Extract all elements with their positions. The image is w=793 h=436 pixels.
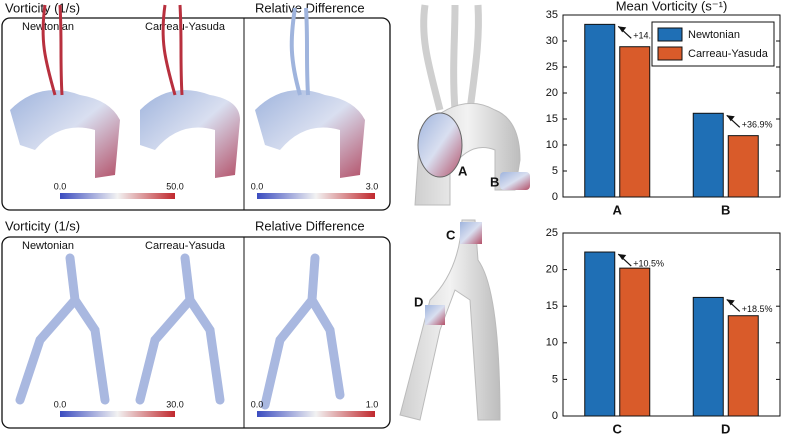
vessel bbox=[420, 4, 482, 111]
section bbox=[425, 305, 445, 325]
x-tick-label: D bbox=[721, 421, 730, 436]
colorbar-label: 3.0 bbox=[366, 181, 379, 191]
y-tick-label: 20 bbox=[546, 264, 558, 276]
region-label: C bbox=[446, 227, 456, 242]
arrow-head bbox=[726, 115, 735, 122]
chart-title: Mean Vorticity (s⁻¹) bbox=[616, 0, 728, 13]
x-tick-label: C bbox=[613, 421, 623, 436]
bar bbox=[692, 296, 724, 417]
section bbox=[460, 222, 482, 244]
annotation: +18.5% bbox=[742, 304, 773, 314]
colorbar-label: 0.0 bbox=[251, 399, 264, 409]
plot-frame bbox=[562, 14, 781, 198]
annotation: +10.5% bbox=[633, 258, 664, 268]
y-tick-label: 25 bbox=[546, 61, 558, 73]
plot-frame bbox=[562, 232, 781, 417]
panel-title: Relative Difference bbox=[255, 0, 365, 15]
bar bbox=[584, 23, 616, 198]
panel-title: Relative Difference bbox=[255, 218, 365, 233]
colorbar bbox=[257, 411, 375, 417]
x-tick-label: B bbox=[721, 202, 730, 217]
top-panel: Vorticity (1/s) Relative Difference Newt… bbox=[1, 0, 391, 211]
bar bbox=[619, 267, 651, 417]
models: A B C D bbox=[399, 4, 530, 421]
arrow-head bbox=[618, 254, 627, 261]
region-label: B bbox=[490, 174, 499, 189]
legend-swatch bbox=[657, 46, 683, 61]
bar bbox=[584, 251, 616, 417]
colorbar bbox=[60, 411, 175, 417]
vessel bbox=[289, 7, 310, 96]
section bbox=[417, 112, 463, 178]
label: Newtonian bbox=[22, 240, 74, 252]
region-label: D bbox=[414, 294, 423, 309]
section bbox=[500, 172, 530, 190]
y-tick-label: 25 bbox=[546, 227, 558, 239]
y-tick-label: 10 bbox=[546, 139, 558, 151]
colorbar-label: 0.0 bbox=[54, 399, 67, 409]
region-label: A bbox=[458, 163, 468, 178]
y-tick-label: 20 bbox=[546, 87, 558, 99]
vessel bbox=[161, 4, 184, 96]
panel-title: Vorticity (1/s) bbox=[5, 218, 80, 233]
panel-frame bbox=[1, 236, 391, 429]
colorbar-label: 50.0 bbox=[166, 181, 184, 191]
colorbar bbox=[257, 193, 375, 199]
label: Carreau-Yasuda bbox=[145, 21, 226, 33]
y-tick-label: 10 bbox=[546, 337, 558, 349]
y-tick-label: 15 bbox=[546, 300, 558, 312]
y-tick-label: 0 bbox=[552, 191, 558, 203]
y-tick-label: 0 bbox=[552, 410, 558, 422]
y-tick-label: 30 bbox=[546, 35, 558, 47]
vessel bbox=[10, 90, 120, 178]
vessel bbox=[140, 90, 240, 178]
y-tick-label: 35 bbox=[546, 9, 558, 21]
colorbar-label: 0.0 bbox=[54, 181, 67, 191]
vessel bbox=[135, 253, 225, 405]
x-tick-label: A bbox=[613, 202, 623, 217]
colorbar-label: 1.0 bbox=[366, 399, 379, 409]
label: Newtonian bbox=[22, 21, 74, 33]
vessel bbox=[41, 4, 64, 96]
legend-label: Carreau-Yasuda bbox=[688, 48, 769, 60]
arrow-head bbox=[618, 26, 627, 33]
colorbar-label: 30.0 bbox=[166, 399, 184, 409]
colorbar bbox=[60, 193, 175, 199]
arrow-head bbox=[726, 299, 735, 306]
bar bbox=[727, 135, 759, 198]
vessel bbox=[255, 90, 365, 178]
panel-frame bbox=[1, 17, 391, 211]
annotation: +14.7% bbox=[633, 31, 664, 41]
legend-label: Newtonian bbox=[688, 29, 740, 41]
vessel bbox=[399, 219, 501, 421]
bar bbox=[619, 46, 651, 198]
bar bbox=[727, 315, 759, 417]
bottom-panel: Vorticity (1/s) Relative Difference Newt… bbox=[1, 218, 391, 429]
y-tick-label: 5 bbox=[552, 165, 558, 177]
legend-swatch bbox=[657, 27, 683, 42]
label: Carreau-Yasuda bbox=[145, 240, 226, 252]
y-tick-label: 15 bbox=[546, 113, 558, 125]
annotation: +36.9% bbox=[742, 120, 773, 130]
bar bbox=[692, 112, 724, 198]
vessel bbox=[15, 253, 110, 405]
y-tick-label: 5 bbox=[552, 373, 558, 385]
colorbar-label: 0.0 bbox=[251, 181, 264, 191]
vessel bbox=[260, 253, 345, 410]
